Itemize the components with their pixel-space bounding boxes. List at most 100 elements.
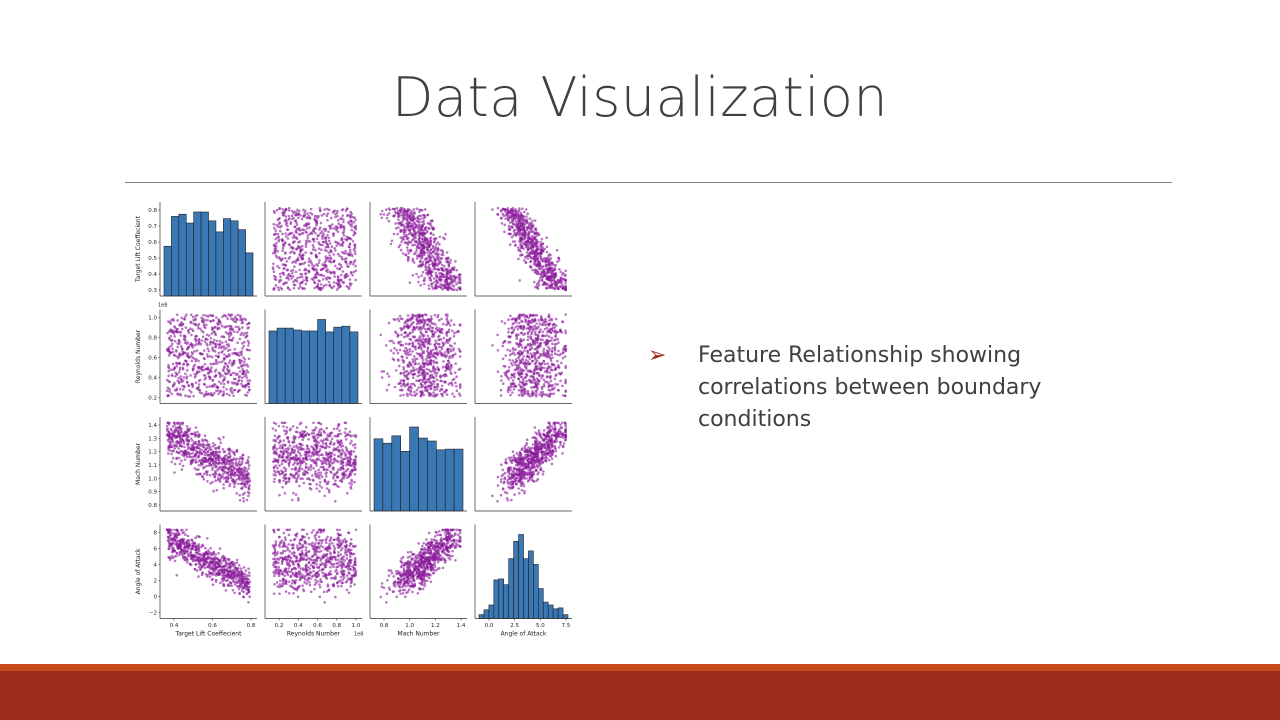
scatter-point <box>525 314 529 318</box>
scatter-point <box>188 452 191 455</box>
scatter-point <box>525 228 529 231</box>
scatter-point <box>214 358 218 362</box>
scatter-point <box>243 375 246 378</box>
scatter-point <box>272 243 276 247</box>
scatter-point <box>173 335 176 338</box>
scatter-point <box>287 209 291 212</box>
scatter-point <box>507 327 511 331</box>
scatter-point <box>289 222 292 225</box>
scatter-point <box>340 255 343 259</box>
scatter-point <box>200 316 203 320</box>
scatter-point <box>171 374 174 378</box>
scatter-point <box>543 362 547 366</box>
scatter-point <box>454 277 458 280</box>
scatter-point <box>507 224 511 228</box>
scatter-point <box>408 249 412 253</box>
scatter-point <box>553 343 557 346</box>
scatter-point <box>214 451 218 455</box>
scatter-point <box>307 260 311 264</box>
scatter-point <box>500 320 504 323</box>
scatter-point <box>287 257 290 260</box>
scatter-point <box>210 385 214 388</box>
scatter-point <box>197 460 200 463</box>
scatter-point <box>298 240 302 243</box>
scatter-point <box>219 382 223 385</box>
scatter-point <box>314 232 317 235</box>
scatter-point <box>240 481 244 485</box>
scatter-point <box>304 222 308 226</box>
scatter-point <box>233 351 237 355</box>
scatter-point <box>299 255 303 258</box>
scatter-point <box>233 388 237 392</box>
scatter-point <box>222 356 226 360</box>
scatter-point <box>546 323 550 326</box>
scatter-point <box>324 240 328 243</box>
scatter-point <box>515 319 518 322</box>
scatter-point <box>429 350 433 353</box>
pairplot-cell <box>264 309 362 404</box>
scatter-point <box>276 236 279 239</box>
scatter-point <box>432 241 436 244</box>
scatter-point <box>173 389 177 392</box>
scatter-point <box>554 317 558 321</box>
scatter-point <box>282 213 285 217</box>
scatter-point <box>240 331 244 335</box>
scatter-point <box>430 387 433 390</box>
scatter-point <box>446 256 450 260</box>
scatter-point <box>553 329 557 332</box>
scatter-point <box>208 355 212 358</box>
scatter-point <box>540 315 543 318</box>
scatter-point <box>564 284 567 287</box>
scatter-point <box>535 394 538 398</box>
scatter-point <box>564 331 567 335</box>
scatter-point <box>232 394 235 398</box>
scatter-point <box>197 388 201 392</box>
scatter-point <box>508 243 512 246</box>
scatter-point <box>448 337 452 340</box>
y-axis-label: Reynolds Number <box>135 329 142 383</box>
scatter-point <box>457 275 461 279</box>
scatter-point <box>397 245 401 249</box>
scatter-point <box>518 279 521 282</box>
scatter-point <box>341 270 345 273</box>
scatter-point <box>448 344 452 347</box>
scatter-point <box>539 342 542 346</box>
scatter-point <box>520 393 523 397</box>
scatter-point <box>428 377 432 380</box>
scatter-point <box>422 358 425 362</box>
scatter-point <box>227 463 231 466</box>
scatter-point <box>547 254 550 258</box>
y-axis-label: Target Lift Coeffecient <box>135 215 142 283</box>
scatter-point <box>408 241 412 244</box>
scatter-point <box>209 320 212 323</box>
scatter-point <box>345 262 349 266</box>
scatter-point <box>531 328 535 332</box>
scatter-point <box>532 342 535 345</box>
scatter-point <box>229 373 232 377</box>
scatter-point <box>533 257 536 261</box>
scatter-point <box>231 336 235 340</box>
scatter-point <box>385 344 388 347</box>
scatter-point <box>278 221 281 224</box>
scatter-point <box>446 259 449 262</box>
scatter-point <box>513 353 517 356</box>
scatter-point <box>555 248 559 252</box>
scatter-point <box>501 357 505 361</box>
scatter-point <box>408 362 412 365</box>
scatter-point <box>332 210 336 213</box>
scatter-point <box>309 207 313 211</box>
scatter-point <box>218 480 222 483</box>
scatter-point <box>510 318 514 321</box>
scatter-point <box>508 353 512 357</box>
scatter-point <box>212 489 215 493</box>
scatter-point <box>320 268 323 271</box>
scatter-point <box>431 376 435 379</box>
scatter-point <box>561 287 564 290</box>
scatter-point <box>425 359 429 363</box>
scatter-point <box>332 232 335 235</box>
scatter-point <box>298 275 302 279</box>
scatter-point <box>173 367 176 371</box>
scatter-point <box>292 280 295 283</box>
scatter-point <box>547 366 550 369</box>
scatter-point <box>354 218 357 222</box>
